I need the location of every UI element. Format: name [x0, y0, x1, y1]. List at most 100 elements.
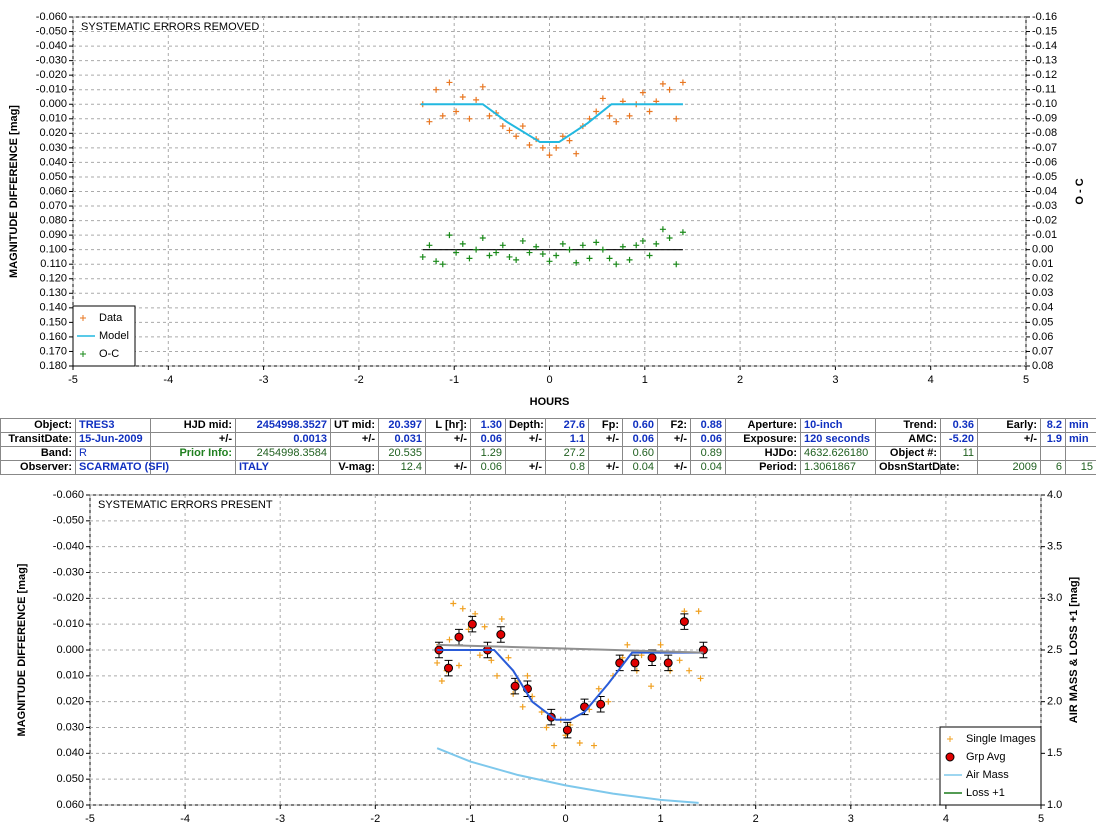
legend-label: Single Images [966, 733, 1036, 745]
legend-label: Air Mass [966, 769, 1009, 781]
y2-tick-label: 1.5 [1047, 747, 1062, 759]
data-point [438, 678, 445, 684]
table-cell: min [1065, 432, 1096, 447]
table-cell: Exposure: [725, 432, 801, 447]
data-point [553, 252, 560, 259]
y-tick-label: -0.010 [53, 618, 84, 630]
legend-label: Model [99, 330, 129, 342]
data-point [666, 86, 673, 93]
data-point [506, 127, 513, 134]
legend-symbol [947, 736, 953, 742]
data-point [524, 672, 531, 679]
table-cell [1065, 446, 1096, 461]
table-cell: 10-inch [800, 418, 876, 433]
data-point [599, 95, 606, 102]
y2-tick-label: 0.03 [1032, 287, 1053, 299]
table-cell: R [75, 446, 151, 461]
y-tick-label: 0.010 [39, 113, 67, 125]
table-cell: min [1065, 418, 1096, 433]
data-point [446, 232, 453, 239]
group-average [596, 699, 606, 709]
table-cell: 120 seconds [800, 432, 876, 447]
y2-tick-label: -0.07 [1032, 142, 1057, 154]
y2-tick-label: -0.09 [1032, 113, 1057, 125]
info-table: Object: TRES3 HJD mid: 2454998.3527 UT mid: 2… [0, 418, 1096, 475]
y-tick-label: 0.100 [39, 244, 67, 256]
legend-label: O-C [99, 348, 119, 360]
legend-label: Grp Avg [966, 751, 1006, 763]
data-point [681, 608, 688, 615]
data-point [476, 652, 483, 659]
y2-tick-label: 0.00 [1032, 244, 1053, 256]
x-tick-label: 1 [642, 374, 648, 386]
chart-bottom: -5 -4 -3 -2 -1 0 1 2 3 4 5 -0.060 -0.050 -0.040 -0.030… [16, 489, 1080, 825]
table-row: Observer: SCARMATO (SFI) ITALY V-mag: 12.4 +/… [0, 460, 1096, 475]
data-point [465, 626, 472, 633]
data-point [426, 118, 433, 125]
data-point [697, 675, 704, 682]
table-cell: L [hr]: [425, 418, 471, 433]
legend-symbol [80, 315, 86, 321]
data-point [679, 229, 686, 236]
legend-symbol [945, 752, 955, 762]
data-point [439, 112, 446, 119]
table-cell: Band: [0, 446, 76, 461]
data-point [506, 253, 513, 260]
table-cell: 2009 [977, 460, 1041, 475]
table-cell: 0.06 [622, 432, 658, 447]
data-point [481, 623, 488, 630]
y-tick-label: -0.060 [36, 11, 67, 23]
y-axis-label: MAGNITUDE DIFFERENCE [mag] [16, 563, 28, 736]
y2-tick-label: -0.14 [1032, 40, 1057, 52]
data-point [676, 657, 683, 664]
data-point [513, 256, 520, 263]
y-tick-label: -0.030 [36, 55, 67, 67]
y-tick-label: 0.060 [39, 185, 67, 197]
data-point [659, 226, 666, 233]
group-average [630, 658, 640, 668]
y2-axis-label: AIR MASS & LOSS +1 [mag] [1068, 576, 1080, 723]
data-point [619, 243, 626, 250]
data-point [695, 608, 702, 615]
table-cell: Period: [725, 460, 801, 475]
data-point [539, 144, 546, 151]
chart-title: SYSTEMATIC ERRORS REMOVED [81, 21, 259, 33]
table-cell: +/- [977, 432, 1041, 447]
data-point [573, 150, 580, 157]
data-point [473, 96, 480, 103]
legend-symbol [80, 351, 86, 357]
data-point [486, 252, 493, 259]
data-point [559, 133, 566, 140]
x-tick-label: 4 [928, 374, 934, 386]
table-cell: Object: [0, 418, 76, 433]
y-tick-label: 0.040 [56, 747, 84, 759]
x-tick-label: -5 [68, 374, 78, 386]
data-point [633, 242, 640, 249]
table-cell: 0.04 [622, 460, 658, 475]
table-cell: 2454998.3527 [235, 418, 331, 433]
y2-tick-label: -0.08 [1032, 127, 1057, 139]
y2-tick-label: -0.01 [1032, 229, 1057, 241]
x-tick-label: -2 [354, 374, 364, 386]
data-point [446, 79, 453, 86]
table-cell: 0.36 [940, 418, 978, 433]
y2-tick-label: -0.06 [1032, 156, 1057, 168]
y-tick-label: 0.040 [39, 156, 67, 168]
y-tick-label: -0.050 [36, 25, 67, 37]
x-tick-label: 5 [1023, 374, 1029, 386]
data-point [648, 683, 655, 690]
data-point [488, 657, 495, 664]
group-average [647, 653, 657, 663]
table-cell: 0.031 [378, 432, 426, 447]
data-point [653, 240, 660, 247]
x-tick-label: 3 [848, 813, 854, 825]
table-cell: 1.1 [545, 432, 589, 447]
table-cell: 1.3061867 [800, 460, 876, 475]
y-tick-label: 0.000 [56, 644, 84, 656]
table-cell: 15-Jun-2009 [75, 432, 151, 447]
x-tick-label: -3 [275, 813, 285, 825]
table-cell: 0.06 [470, 460, 506, 475]
table-cell: HJDo: [725, 446, 801, 461]
y-tick-label: 0.050 [39, 171, 67, 183]
data-point [579, 242, 586, 249]
